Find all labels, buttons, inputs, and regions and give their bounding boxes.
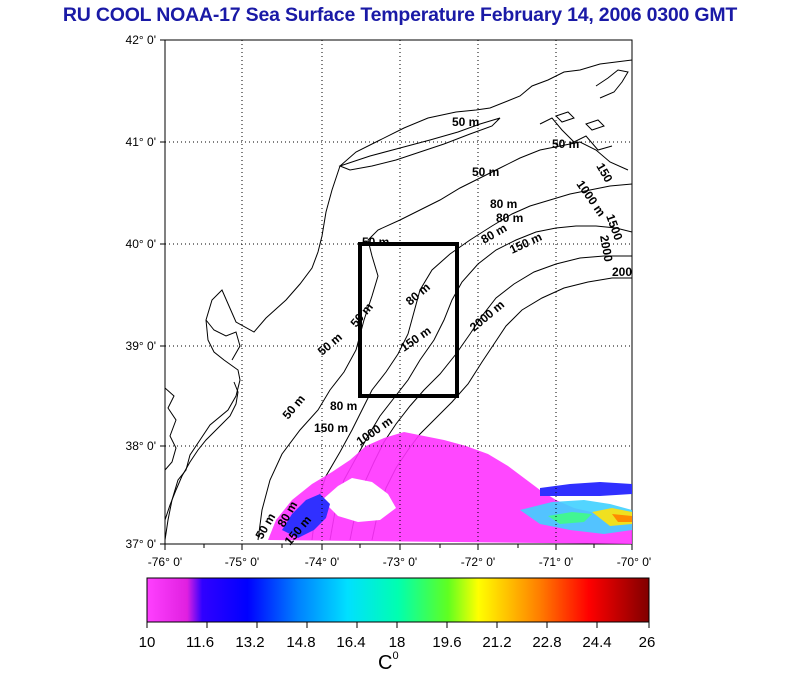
contour-label-10: 80 m (496, 211, 523, 225)
contour-label-9: 80 m (490, 197, 517, 211)
lon-label-73: -73° 0' (383, 555, 417, 569)
cape-cod-outline (595, 69, 629, 99)
sst-patch-orange (612, 514, 632, 522)
colorbar-label: 18 (389, 634, 406, 651)
lat-label-39: 39° 0' (126, 339, 156, 353)
colorbar-tick-marks (146, 622, 650, 628)
isobath-80m (311, 183, 632, 541)
colorbar-label: 19.6 (432, 634, 461, 651)
lat-label-38: 38° 0' (126, 439, 156, 453)
isobath-50m (257, 141, 629, 541)
graticule (165, 40, 632, 544)
unit-text: C (378, 652, 393, 674)
sst-patch-white-gap (322, 478, 396, 522)
nantucket-outline (585, 119, 605, 131)
colorbar-label: 11.6 (186, 634, 214, 651)
lon-label-72: -72° 0' (461, 555, 495, 569)
colorbar-label: 26 (639, 634, 656, 651)
latitude-labels: 42° 0' 41° 0' 40° 0' 39° 0' 38° 0' 37° 0… (126, 33, 156, 551)
contour-label-2: 50 m (472, 165, 499, 179)
contour-label-13: 80 m (330, 399, 357, 413)
contour-label-21: 2000 (597, 234, 615, 263)
contour-label-22: 200 (612, 265, 632, 279)
colorbar-label: 13.2 (235, 634, 264, 651)
lat-label-40: 40° 0' (126, 237, 156, 251)
lon-label-70: -70° 0' (617, 555, 651, 569)
longitude-labels: -76° 0' -75° 0' -74° 0' -73° 0' -72° 0' … (148, 555, 651, 569)
contour-label-1: 50 m (452, 115, 479, 129)
colorbar (146, 577, 650, 623)
contour-label-16: 150 m (314, 421, 348, 435)
lat-label-41: 41° 0' (126, 135, 156, 149)
colorbar-label: 22.8 (532, 634, 561, 651)
long-island-outline (338, 117, 501, 171)
sst-patch-blue-east (540, 482, 632, 496)
sst-patches (268, 432, 632, 544)
marthas-vineyard-outline (555, 111, 575, 123)
contour-label-3: 50 m (552, 137, 579, 151)
lat-label-37: 37° 0' (126, 537, 156, 551)
lat-label-42: 42° 0' (126, 33, 156, 47)
colorbar-label: 14.8 (286, 634, 315, 651)
sst-patch-green (548, 512, 592, 524)
lon-label-75: -75° 0' (225, 555, 259, 569)
delaware-bay-outline (205, 319, 241, 361)
colorbar-labels: 10 11.6 13.2 14.8 16.4 18 19.6 21.2 22.8… (139, 634, 656, 651)
delmarva-outline (165, 381, 239, 521)
lon-label-76: -76° 0' (148, 555, 182, 569)
lon-label-74: -74° 0' (305, 555, 339, 569)
isobath-150m (329, 225, 632, 541)
colorbar-label: 10 (139, 634, 156, 651)
chesapeake-outline (165, 387, 177, 471)
lon-label-71: -71° 0' (539, 555, 573, 569)
colorbar-unit: C0 (378, 650, 399, 675)
study-area-box (358, 242, 459, 398)
map-title: RU COOL NOAA-17 Sea Surface Temperature … (62, 4, 738, 26)
coastline (165, 40, 632, 541)
axis-ticks (160, 39, 633, 550)
unit-superscript: 0 (392, 650, 399, 662)
sst-patch-blue (282, 494, 330, 538)
colorbar-label: 24.4 (582, 634, 611, 651)
colorbar-label: 21.2 (482, 634, 511, 651)
colorbar-label: 16.4 (336, 634, 365, 651)
